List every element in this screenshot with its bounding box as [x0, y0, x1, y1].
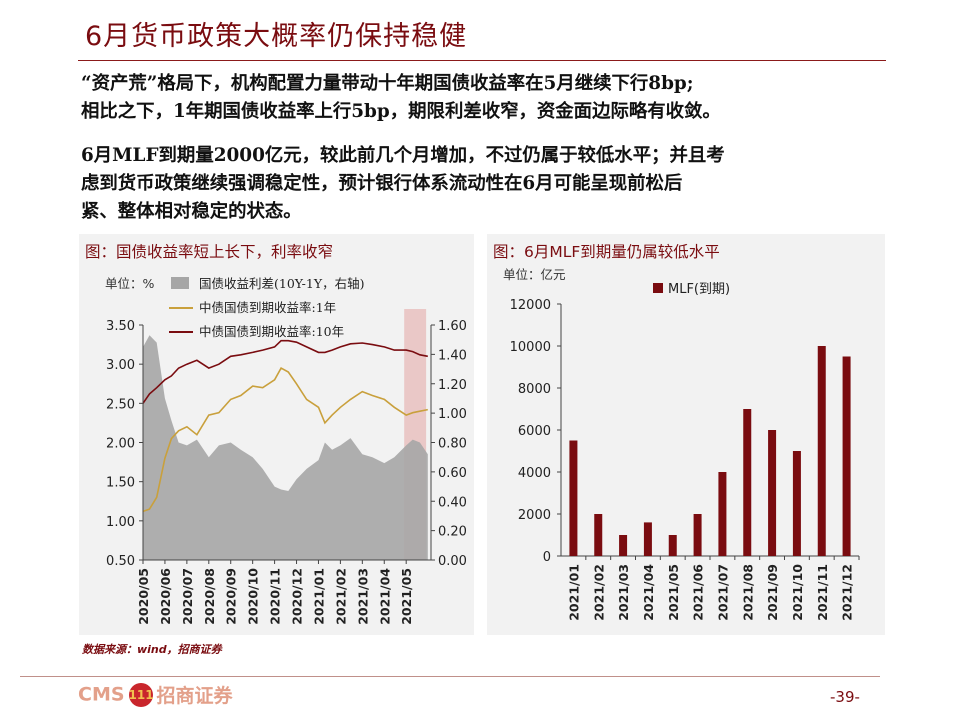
logo-mark-icon: 111 [128, 682, 154, 707]
series-line-10y [142, 339, 428, 404]
page-title: 6月货币政策大概率仍保持稳健 [85, 21, 468, 52]
x-tick-label: 2020/06 [158, 568, 173, 625]
bar [792, 451, 801, 556]
title-divider [78, 60, 886, 61]
right-y-tick-label: 1.40 [438, 348, 467, 363]
bar [743, 409, 752, 556]
right-y-tick-label: 0.60 [438, 466, 467, 481]
right-y-tick-label: 0.20 [438, 525, 467, 540]
series-line-1y [142, 367, 428, 513]
logo-text: CMS [78, 683, 125, 706]
x-tick-label: 2021/04 [377, 568, 392, 625]
legend-label-1y: 中债国债到期收益率:1年 [199, 300, 336, 315]
data-source: 数据来源：wind，招商证券 [82, 643, 222, 656]
legend-label-spread: 国债收益利差(10Y-1Y，右轴) [199, 276, 364, 291]
x-tick-label: 2021/03 [616, 564, 631, 621]
paragraph-line: 虑到货币政策继续强调稳定性，预计银行体系流动性在6月可能呈现前松后 [81, 173, 683, 194]
legend-swatch-spread [171, 277, 189, 289]
x-tick-label: 2021/10 [790, 564, 805, 621]
x-tick-label: 2021/12 [840, 564, 855, 621]
legend-swatch-mlf [653, 283, 663, 293]
footer-divider [20, 676, 880, 677]
bar [569, 440, 578, 556]
x-tick-label: 2020/09 [224, 568, 239, 625]
right-y-tick-label: 1.00 [438, 407, 467, 422]
unit-label: 单位：% [105, 276, 155, 291]
company-logo: CMS 111 招商证券 [78, 681, 233, 708]
x-tick-label: 2020/12 [290, 568, 305, 625]
left-y-tick-label: 2.50 [106, 397, 135, 412]
y-tick-label: 12000 [510, 298, 551, 313]
left-y-tick-label: 2.00 [106, 437, 135, 452]
left-y-tick-label: 1.00 [106, 515, 135, 530]
x-tick-label: 2020/11 [268, 568, 283, 625]
legend-label-mlf: MLF(到期) [668, 282, 730, 297]
mlf-chart: 单位：亿元 12000 10000 8000 6000 4000 2000 0 2021/01 2… [503, 267, 860, 621]
x-tick-label: 2021/07 [715, 564, 730, 621]
mlf-chart-panel: 图：6月MLF到期量仍属较低水平 单位：亿元 12000 10000 8000 6000… [487, 234, 885, 635]
bar [619, 535, 628, 556]
x-tick-label: 2021/05 [399, 568, 414, 625]
x-tick-label: 2021/05 [666, 564, 681, 621]
x-tick-label: 2021/01 [311, 568, 326, 625]
y-tick-label: 4000 [518, 466, 551, 481]
paragraph-yield: “资产荒”格局下，机构配置力量带动十年期国债收益率在5月继续下行8bp; 相比之… [81, 70, 721, 126]
bar [643, 522, 652, 556]
paragraph-line: 紧、整体相对稳定的状态。 [81, 201, 302, 222]
bar [718, 472, 727, 556]
y-tick-label: 8000 [518, 382, 551, 397]
right-y-tick-label: 0.80 [438, 437, 467, 452]
left-y-tick-label: 3.50 [106, 319, 135, 334]
unit-label: 单位：亿元 [503, 267, 566, 282]
paragraph-mlf: 6月MLF到期量2000亿元，较此前几个月增加，不过仍属于较低水平；并且考 虑到… [81, 142, 725, 226]
x-tick-label: 2021/03 [355, 568, 370, 625]
bar [768, 430, 777, 556]
x-tick-label: 2021/11 [815, 564, 830, 621]
legend-label-10y: 中债国债到期收益率:10年 [199, 324, 344, 339]
mlf-chart-title: 图：6月MLF到期量仍属较低水平 [493, 243, 720, 261]
bar [668, 535, 677, 556]
x-tick-label: 2021/06 [691, 564, 706, 621]
x-tick-label: 2020/05 [136, 568, 151, 625]
right-y-tick-label: 1.20 [438, 378, 467, 393]
x-tick-label: 2021/08 [740, 564, 755, 621]
bar [594, 514, 603, 556]
x-tick-label: 2021/02 [333, 568, 348, 625]
x-tick-label: 2020/08 [202, 568, 217, 625]
left-y-tick-label: 1.50 [106, 476, 135, 491]
page-number: -39- [830, 688, 860, 706]
yield-chart: 单位：% 3.50 3.00 2.50 2.00 1.50 1.00 0.50 1.60 1.40… [105, 276, 467, 625]
left-y-tick-label: 0.50 [106, 554, 135, 569]
left-y-tick-label: 3.00 [106, 358, 135, 373]
y-tick-label: 6000 [518, 424, 551, 439]
bar [817, 346, 826, 556]
yield-chart-panel: 图：国债收益率短上长下，利率收窄 单位：% 3.50 3.00 2.50 2.00 1.5… [79, 234, 474, 635]
paragraph-line: 6月MLF到期量2000亿元，较此前几个月增加，不过仍属于较低水平；并且考 [81, 145, 725, 166]
x-tick-label: 2021/01 [566, 564, 581, 621]
paragraph-line: 相比之下，1年期国债收益率上行5bp，期限利差收窄，资金面边际略有收敛。 [81, 101, 721, 122]
bar [693, 514, 702, 556]
y-tick-label: 2000 [518, 508, 551, 523]
logo-chinese-name: 招商证券 [156, 685, 233, 707]
right-y-tick-label: 0.40 [438, 495, 467, 510]
x-tick-label: 2021/04 [641, 564, 656, 621]
bar [842, 356, 851, 556]
right-y-tick-label: 0.00 [438, 554, 467, 569]
y-tick-label: 0 [543, 550, 551, 565]
yield-chart-title: 图：国债收益率短上长下，利率收窄 [85, 243, 334, 261]
x-tick-label: 2020/07 [180, 568, 195, 625]
paragraph-line: “资产荒”格局下，机构配置力量带动十年期国债收益率在5月继续下行8bp; [81, 73, 694, 94]
x-tick-label: 2021/02 [591, 564, 606, 621]
series-area-spread [143, 335, 428, 560]
x-tick-label: 2021/09 [765, 564, 780, 621]
y-tick-label: 10000 [510, 340, 551, 355]
x-tick-label: 2020/10 [246, 568, 261, 625]
right-y-tick-label: 1.60 [438, 319, 467, 334]
